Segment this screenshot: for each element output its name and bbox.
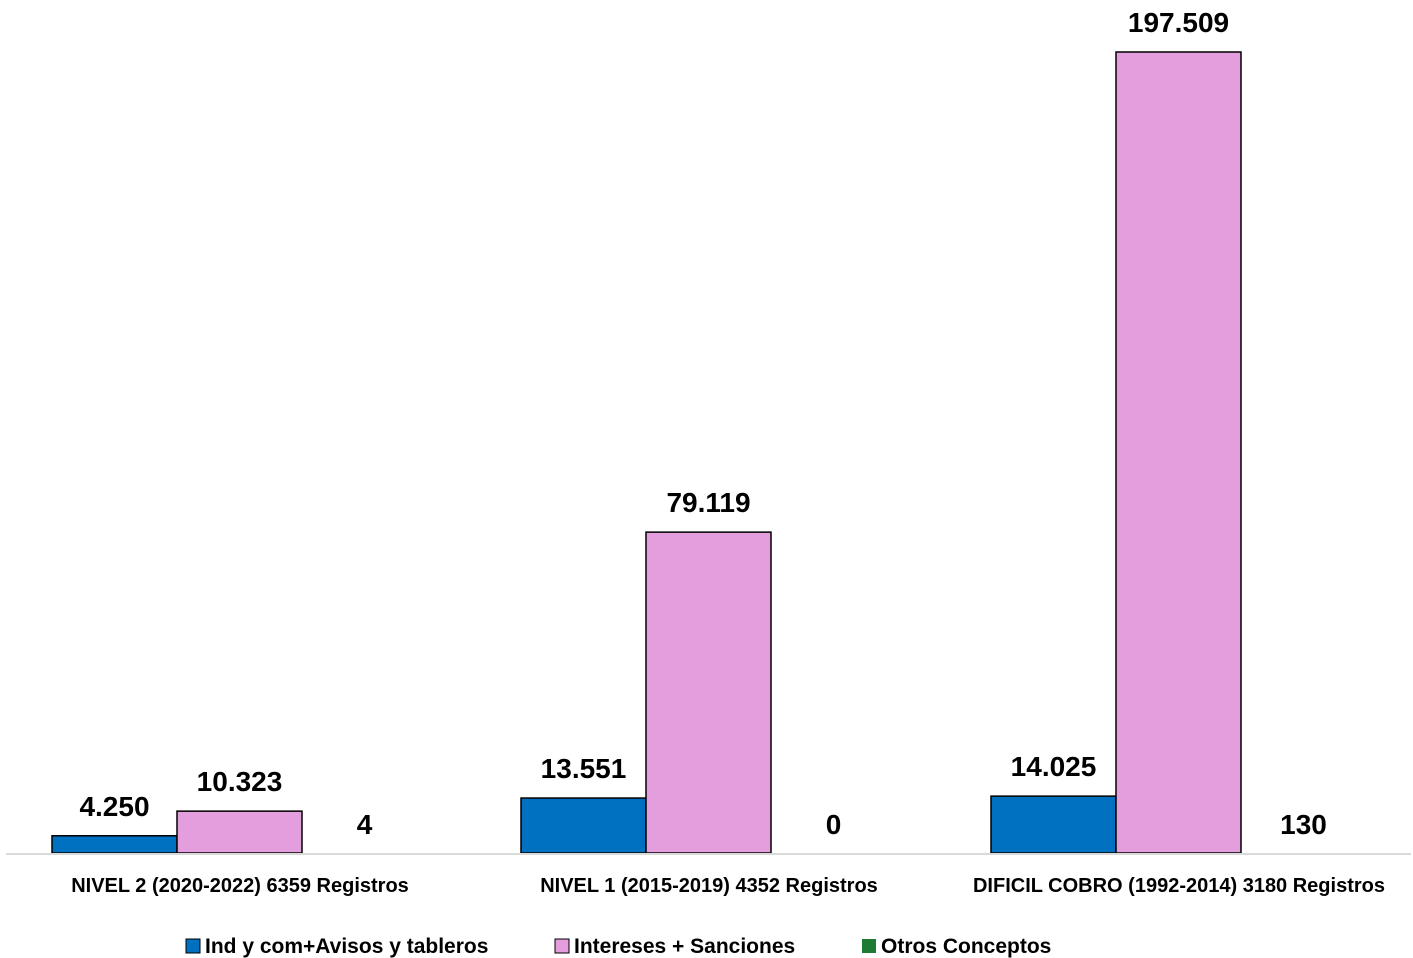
legend-label: Ind y com+Avisos y tableros: [205, 935, 488, 958]
bars-layer: [51, 51, 1242, 854]
bar: [51, 835, 178, 854]
data-label: 10.323: [197, 766, 283, 797]
data-label: 130: [1280, 809, 1327, 840]
legend-swatch: [554, 938, 570, 954]
category-label: NIVEL 1 (2015-2019) 4352 Registros: [540, 875, 878, 897]
bar: [990, 795, 1117, 854]
legend-swatch: [185, 938, 201, 954]
data-label: 0: [826, 809, 842, 840]
value-labels-layer: 4.250 13.551 14.025 10.323 79.119 197.509 4 0 13…: [79, 7, 1326, 840]
bar: [1115, 51, 1242, 854]
legend-swatch: [862, 939, 876, 953]
category-labels-layer: NIVEL 2 (2020-2022) 6359 Registros NIVEL…: [71, 875, 1385, 897]
legend-label: Intereses + Sanciones: [574, 935, 795, 958]
legend-label: Otros Conceptos: [881, 935, 1051, 958]
data-label: 14.025: [1011, 751, 1097, 782]
data-label: 13.551: [541, 753, 627, 784]
data-label: 79.119: [666, 487, 750, 518]
data-label: 4: [357, 809, 373, 840]
bar: [520, 797, 647, 854]
legend-item: Otros Conceptos: [862, 935, 1051, 958]
category-label: DIFICIL COBRO (1992-2014) 3180 Registros: [973, 875, 1385, 897]
bar: [645, 531, 772, 854]
data-label: 4.250: [79, 791, 149, 822]
data-label: 197.509: [1128, 7, 1229, 38]
legend-item: Ind y com+Avisos y tableros: [185, 935, 488, 958]
bar: [176, 810, 303, 854]
legend: Ind y com+Avisos y tableros Intereses + …: [185, 935, 1051, 958]
category-label: NIVEL 2 (2020-2022) 6359 Registros: [71, 875, 409, 897]
legend-item: Intereses + Sanciones: [554, 935, 795, 958]
